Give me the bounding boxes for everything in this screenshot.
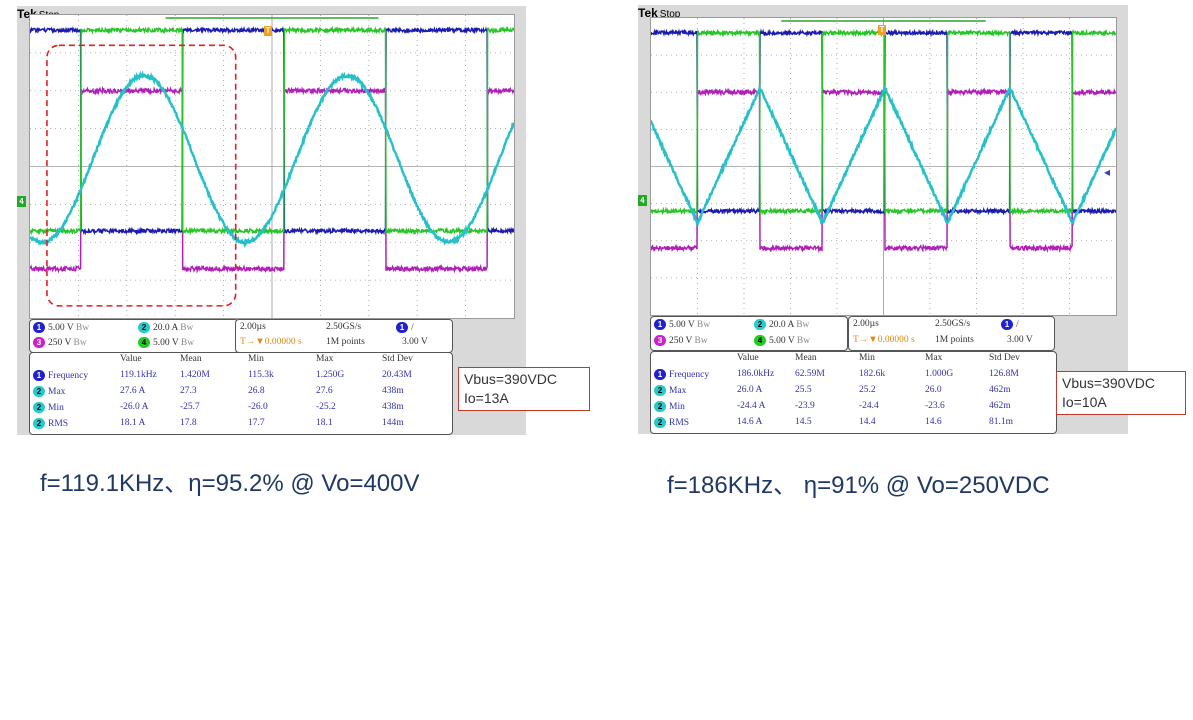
- waveform-plot: [651, 18, 1116, 315]
- timebase-box: 2.00µs 2.50GS/s 1/ T→▼0.00000 s 1M point…: [848, 316, 1055, 351]
- ch4-level-marker: 4: [638, 195, 647, 206]
- result-caption: f=119.1KHz、η=95.2% @ Vo=400V: [40, 463, 420, 498]
- scope-screenshot-right: Tek Stop T 4 ◂ 1 5.00 V Bw 2 20.0 A Bw 3 250…: [638, 5, 1128, 434]
- channel-settings-box: 1 5.00 V Bw 2 20.0 A Bw 3 250 V Bw 4 5.00 V …: [650, 316, 848, 351]
- grid: [30, 15, 514, 318]
- timebase-box: 2.00µs 2.50GS/s 1/ T→▼0.00000 s 1M point…: [235, 319, 453, 353]
- trigger-marker: T: [264, 26, 272, 36]
- waveform-area: [650, 17, 1117, 316]
- result-caption: f=186KHz、 η=91% @ Vo=250VDC: [667, 465, 1050, 500]
- waveform-plot: [30, 15, 514, 318]
- ch4-level-marker: 4: [17, 196, 26, 207]
- operating-conditions-note: Vbus=390VDC Io=13A: [458, 367, 590, 411]
- waveform-area: [29, 14, 515, 319]
- reference-arrow-icon: ◂: [1104, 165, 1110, 179]
- operating-conditions-note: Vbus=390VDC Io=10A: [1056, 371, 1186, 415]
- measurement-stats-table: Value Mean Min Max Std Dev 1 Frequency 11…: [29, 352, 453, 435]
- measurement-stats-table: Value Mean Min Max Std Dev 1 Frequency 18…: [650, 351, 1057, 434]
- trigger-marker: T: [878, 25, 886, 35]
- scope-screenshot-left: TekStop T 4 15.00 V Bw 220.0 A Bw 3250 V…: [17, 6, 526, 435]
- channel-settings-box: 1 5.00 V Bw 2 20.0 A Bw 3 250 V Bw 4 5.00 V …: [29, 319, 239, 353]
